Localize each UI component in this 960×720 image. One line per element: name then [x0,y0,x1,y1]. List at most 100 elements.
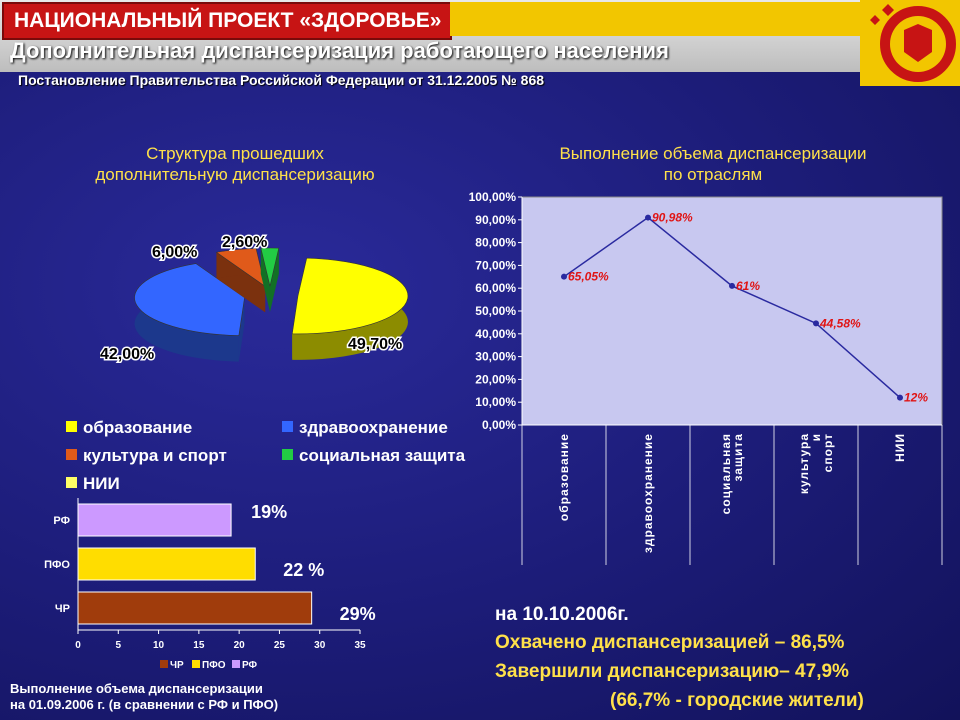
bar-2 [77,591,313,625]
series-point [729,282,735,289]
emblem-icon [860,0,960,86]
x-tick-label: 10 [153,640,165,651]
bar-legend-label: РФ [242,660,258,671]
legend-item-health: здравоохранение [282,418,448,438]
x-category-label: культура [797,433,811,494]
pie-data-label: 42,00% [100,346,154,363]
pie-title-line-1: Структура прошедших [146,144,324,163]
x-tick-label: 20 [234,640,246,651]
series-point [561,273,567,280]
bar-category-label: ЧР [55,603,70,615]
x-category-label: здравоохранение [641,433,655,553]
series-data-label: 61% [736,279,760,293]
x-tick-label: 25 [274,640,286,651]
legend-label: НИИ [83,474,120,493]
y-tick-label: 10,00% [475,395,516,409]
series-data-label: 65,05% [568,270,609,284]
x-category-label: защита [731,433,745,482]
bar-legend-swatch [160,660,168,668]
pie-slice-3 [260,247,280,312]
summary-date: на 10.10.2006г. [495,604,629,625]
summary-covered: Охвачено диспансеризацией – 86,5% [495,632,845,653]
bar-data-label: 19% [251,502,287,522]
header-stripe [450,2,860,36]
bar-data-label: 22 % [283,560,324,580]
legend-swatch [282,421,293,432]
y-tick-label: 80,00% [475,236,516,250]
y-tick-label: 30,00% [475,350,516,364]
series-data-label: 44,58% [819,316,861,330]
legend-label: социальная защита [299,446,466,465]
bar-data-label: 29% [340,604,376,624]
x-category-label: образование [557,433,571,521]
bar-caption-line-1: Выполнение объема диспансеризации [10,681,263,696]
legend-item-culture: культура и спорт [66,446,227,466]
page-title: Дополнительная диспансеризация работающе… [10,38,669,63]
pie-slice-0 [291,257,409,360]
x-category-label: НИИ [893,433,907,462]
summary-completed: Завершили диспансеризацию– 47,9% [495,661,849,682]
bar-legend-label: ПФО [202,660,226,671]
legend-label: образование [83,418,193,437]
x-tick-label: 0 [75,640,81,651]
pie-slice-top [291,257,409,335]
pie-slice-top [260,247,280,287]
project-badge: НАЦИОНАЛЬНЫЙ ПРОЕКТ «ЗДОРОВЬЕ» [2,2,452,40]
pie-slice-2 [215,248,266,313]
line-title-line-1: Выполнение объема диспансеризации [559,144,867,163]
x-tick-label: 35 [354,640,366,651]
y-tick-label: 90,00% [475,213,516,227]
legend-swatch [66,421,77,432]
line-title-line-2: по отраслям [663,165,763,184]
series-data-label: 12% [904,391,928,405]
series-point [645,214,651,221]
series-point [813,320,819,327]
pie-chart: 49,70% 42,00% 6,00% 2,60% [100,233,409,365]
legend-item-education: образование [66,418,192,438]
plot-area [521,196,943,426]
x-tick-label: 5 [116,640,122,651]
y-tick-label: 100,00% [469,190,517,204]
bar-chart: РФ 19% ПФО 22 % ЧР 29% 0 5 10 15 20 25 30 35 ЧР ПФО РФ [44,498,376,671]
y-tick-label: 0,00% [482,418,516,432]
y-tick-label: 20,00% [475,372,516,386]
legend-swatch [66,449,77,460]
pie-data-label: 49,70% [348,336,402,353]
bar-chart-caption: Выполнение объема диспансеризации на 01.… [10,681,278,713]
line-chart: 0,00% 10,00% 20,00% 30,00% 40,00% 50,00% 60,00… [469,190,943,565]
y-tick-label: 70,00% [475,258,516,272]
x-tick-label: 15 [193,640,205,651]
bar-legend-swatch [232,660,240,668]
bar-category-label: ПФО [44,559,70,571]
y-tick-label: 50,00% [475,304,516,318]
pie-slice-top [134,263,245,336]
bar-0 [77,503,232,537]
legend-swatch [282,449,293,460]
legend-item-nii: НИИ [66,474,120,494]
x-tick-label: 30 [314,640,326,651]
y-tick-label: 60,00% [475,281,516,295]
pie-chart-title: Структура прошедших дополнительную диспа… [40,143,430,185]
pie-title-line-2: дополнительную диспансеризацию [95,165,375,184]
summary-urban: (66,7% - городские жители) [610,690,864,711]
pie-slice-top [215,248,266,288]
legend-label: культура и спорт [83,446,227,465]
y-tick-label: 40,00% [475,327,516,341]
bar-caption-line-2: на 01.09.2006 г. (в сравнении с РФ и ПФО… [10,697,279,712]
bar-legend-swatch [192,660,200,668]
page-subtitle: Постановление Правительства Российской Ф… [18,72,545,88]
bar-category-label: РФ [53,515,70,527]
series-point [897,394,903,401]
x-category-label: социальная [719,433,733,514]
legend-item-social: социальная защита [282,446,472,466]
project-badge-label: НАЦИОНАЛЬНЫЙ ПРОЕКТ «ЗДОРОВЬЕ» [14,9,442,32]
pie-data-label: 2,60% [222,234,267,251]
line-chart-title: Выполнение объема диспансеризации по отр… [488,143,938,185]
legend-label: здравоохранение [299,418,448,437]
legend-swatch [66,477,77,488]
pie-data-label: 6,00% [152,244,197,261]
series-data-label: 90,98% [652,211,693,225]
x-category-label: и [809,433,823,441]
bar-legend-label: ЧР [170,660,184,671]
pie-slice-1 [134,263,245,362]
